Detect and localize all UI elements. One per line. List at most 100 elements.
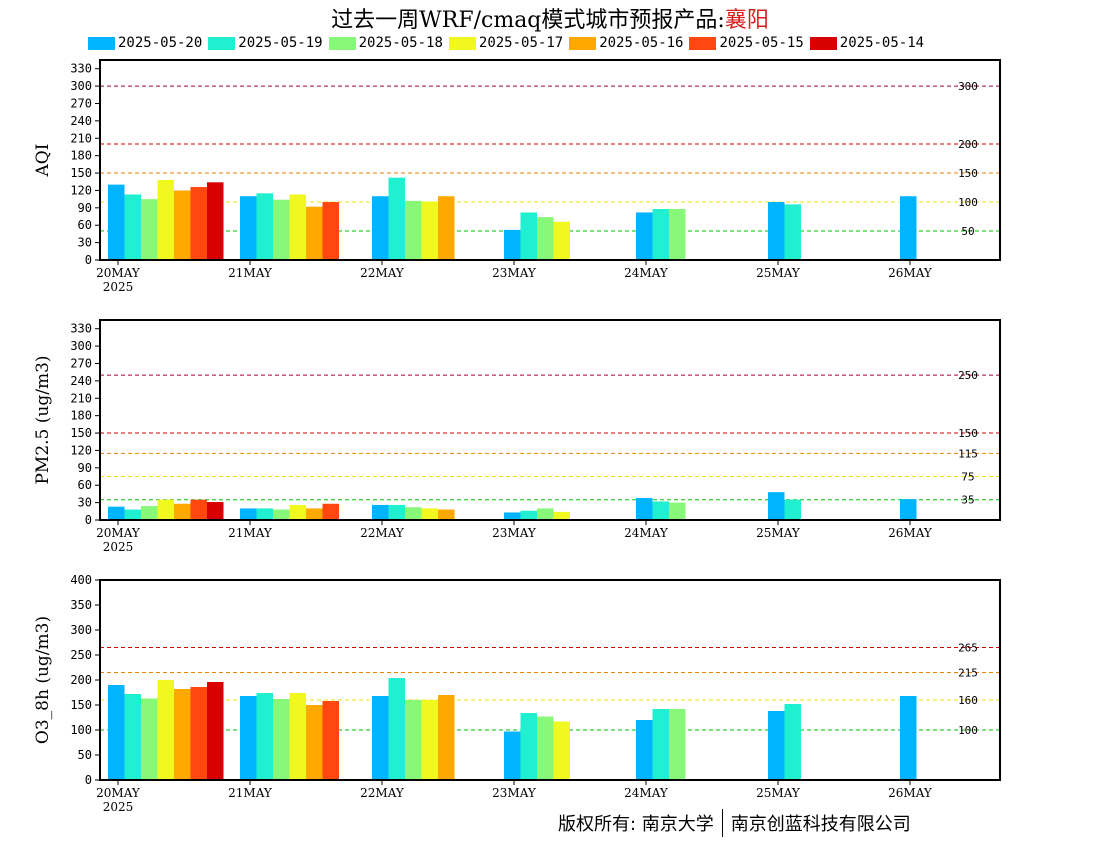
y-tick-label: 210 [70,391,92,405]
bar [174,190,191,260]
x-tick-label: 22MAY [360,786,405,800]
y-tick-label: 180 [70,409,92,423]
y-tick-label: 150 [70,698,92,712]
bar [636,720,653,780]
bar [669,208,686,260]
y-tick-label: 150 [70,166,92,180]
threshold-label: 35 [961,494,974,507]
chart-panel: 265 215 160 100 0 50 100 150 200 250 300 350 400 20MA… [33,573,1001,814]
threshold-label: 200 [958,138,978,151]
y-tick-label: 120 [70,183,92,197]
bar [652,709,669,780]
bar [438,695,455,780]
bar [537,508,554,520]
bar [405,507,422,520]
y-tick-label: 50 [78,748,92,762]
x-tick-label: 25MAY [756,526,801,540]
bar [520,212,537,260]
y-axis-label: PM2.5 (ug/m3) [33,355,53,484]
bar [207,682,224,780]
x-tick-label: 26MAY [888,786,933,800]
y-tick-label: 0 [85,513,92,527]
y-tick-label: 400 [70,573,92,587]
y-tick-label: 30 [78,496,92,510]
bar [504,512,521,520]
legend-label: 2025-05-20 [118,35,203,51]
y-tick-label: 300 [70,339,92,353]
bar [141,199,158,260]
legend-swatch [88,36,115,50]
bar [273,199,290,260]
threshold-label: 75 [961,471,974,484]
bar [322,701,339,780]
y-tick-label: 150 [70,426,92,440]
x-tick-label: 24MAY [624,526,669,540]
bar [240,696,257,780]
y-tick-label: 300 [70,79,92,93]
y-tick-label: 240 [70,374,92,388]
threshold-label: 160 [958,694,978,707]
copyright-footer: 版权所有: 南京大学 南京创蓝科技有限公司 [558,808,911,838]
x-tick-label: 21MAY [228,526,273,540]
x-tick-label: 23MAY [492,786,537,800]
bar [190,186,207,260]
legend-swatch [569,36,597,50]
x-tick-label: 24MAY [624,786,669,800]
bar [768,202,785,260]
bar [421,508,438,520]
bar [157,180,174,260]
legend-swatch [448,36,476,50]
bar [256,193,273,260]
threshold-label: 265 [958,642,978,655]
bar [289,194,306,260]
legend-swatch [809,36,837,50]
bar [256,693,273,780]
bar [388,678,405,780]
bar [207,502,224,520]
legend-item: 2025-05-16 [569,34,683,52]
bar [322,503,339,520]
legend-label: 2025-05-19 [238,35,323,51]
bar [124,694,141,780]
bar [108,685,125,780]
bar [553,721,570,780]
y-tick-label: 180 [70,149,92,163]
bar [190,687,207,780]
x-tick-label: 21MAY [228,266,273,280]
bar [289,504,306,520]
y-tick-label: 90 [78,201,92,215]
bar [553,221,570,260]
x-year-label: 2025 [103,280,134,294]
y-tick-label: 30 [78,236,92,250]
bar [900,196,917,260]
bar [652,501,669,520]
bar [207,182,224,260]
x-tick-label: 26MAY [888,266,933,280]
y-tick-label: 250 [70,648,92,662]
legend-item: 2025-05-20 [88,34,202,52]
footer-separator [721,809,723,837]
title-city: 襄阳 [724,8,769,33]
bar [520,713,537,780]
bar [273,509,290,520]
y-tick-label: 90 [78,461,92,475]
y-tick-label: 270 [70,96,92,110]
y-tick-label: 330 [70,322,92,336]
x-tick-label: 26MAY [888,526,933,540]
bar [421,700,438,780]
bar [108,506,125,520]
bar [537,217,554,260]
bar [174,503,191,520]
bar [520,510,537,520]
bar [240,196,257,260]
threshold-label: 215 [958,667,978,680]
x-tick-label: 20MAY [96,786,141,800]
footer-left: 版权所有: 南京大学 [558,814,714,835]
bar [289,693,306,780]
bar [405,700,422,780]
legend-swatch [328,36,356,50]
bar [636,212,653,260]
legend-item: 2025-05-15 [689,34,804,52]
y-tick-label: 60 [78,218,92,232]
bar [157,680,174,780]
